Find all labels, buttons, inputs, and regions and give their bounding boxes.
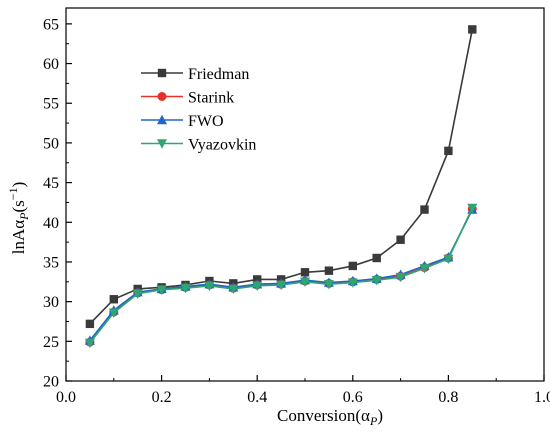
y-axis-label: lnAαP(s−1) (6, 182, 31, 255)
series-line-fwo (89, 209, 474, 342)
data-point-vyazovkin (419, 264, 430, 274)
data-point-vyazovkin (300, 277, 310, 287)
y-axis: 20 25 30 35 40 45 50 55 60 65 (43, 16, 72, 391)
data-point-vyazovkin (347, 278, 358, 288)
y-tick-label: 40 (43, 215, 59, 232)
y-tick-label: 20 (43, 374, 59, 391)
x-tick-label: 0.0 (56, 389, 76, 406)
plot-frame (65, 7, 545, 382)
data-point-friedman (444, 146, 453, 156)
legend-label: Vyazovkin (188, 137, 256, 154)
y-tick-label: 50 (43, 135, 59, 152)
data-point-friedman (420, 205, 429, 214)
legend-item-fwo: FWO (141, 113, 224, 130)
data-point-vyazovkin (132, 289, 143, 299)
legend-label: Friedman (188, 66, 249, 83)
data-point-vyazovkin (395, 272, 406, 283)
data-point-vyazovkin (156, 285, 167, 295)
legend-marker-friedman (157, 68, 167, 78)
y-tick-label: 30 (43, 294, 59, 311)
series-vyazovkin (84, 203, 478, 349)
y-tick-label: 25 (43, 334, 59, 351)
x-axis: 0.0 0.2 0.4 0.6 0.8 1.0 (56, 375, 550, 406)
legend-label: Starink (188, 90, 234, 107)
legend-label: FWO (188, 113, 224, 130)
data-point-friedman (396, 235, 405, 244)
data-point-vyazovkin (371, 276, 382, 286)
data-point-friedman (324, 266, 334, 275)
data-point-vyazovkin (204, 281, 215, 291)
legend-marker-fwo (157, 114, 167, 125)
series-fwo (84, 204, 478, 345)
y-tick-label: 55 (43, 96, 59, 113)
legend-item-friedman: Friedman (141, 66, 249, 83)
legend: Friedman Starink FWO Vyazovkin (141, 66, 256, 154)
x-tick-label: 1.0 (534, 389, 550, 406)
legend-item-vyazovkin: Vyazovkin (141, 137, 256, 154)
y-tick-label: 65 (43, 16, 59, 33)
data-point-vyazovkin (180, 283, 191, 294)
legend-marker-starink (157, 92, 167, 101)
data-point-vyazovkin (276, 280, 287, 291)
data-point-vyazovkin (443, 254, 454, 264)
data-point-vyazovkin (108, 308, 119, 318)
legend-marker-vyazovkin (157, 139, 167, 149)
data-point-vyazovkin (252, 281, 263, 291)
x-tick-label: 0.6 (343, 389, 363, 406)
x-axis-label: Conversion(αP) (277, 406, 383, 428)
y-tick-label: 60 (43, 56, 59, 73)
series-layer (84, 25, 478, 349)
y-tick-label: 45 (43, 175, 59, 192)
data-point-friedman (372, 253, 381, 263)
data-point-vyazovkin (228, 284, 239, 295)
data-point-vyazovkin (323, 279, 334, 290)
data-point-friedman (85, 319, 95, 329)
data-point-friedman (109, 295, 118, 304)
data-point-friedman (300, 268, 310, 277)
y-tick-label: 35 (43, 254, 59, 271)
x-tick-label: 0.4 (247, 389, 267, 406)
x-tick-label: 0.8 (438, 389, 458, 406)
data-point-friedman (468, 25, 477, 34)
x-tick-label: 0.2 (152, 389, 172, 406)
legend-item-starink: Starink (141, 90, 234, 107)
data-point-vyazovkin (467, 203, 478, 214)
data-point-vyazovkin (84, 338, 95, 349)
plot-border (65, 7, 545, 382)
data-point-friedman (348, 261, 357, 271)
